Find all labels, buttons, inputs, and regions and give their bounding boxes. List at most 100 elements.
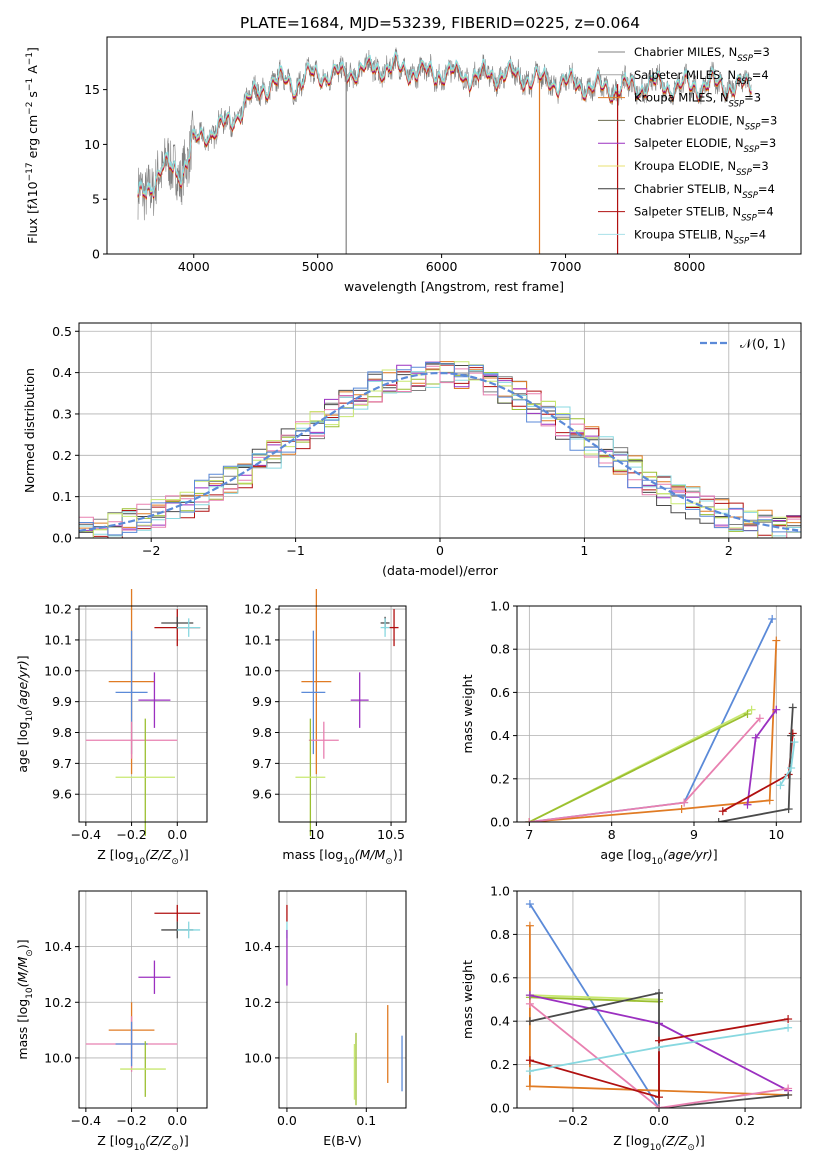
mass_vs_EBV-xtick-label: 0.1 [356,1113,376,1128]
age_vs_Z-ylabel-part: ] [15,655,30,660]
mass_vs_Z-xlabel-part: /Z [158,1133,172,1148]
age_vs_Z-xlabel-part: Z [log [97,847,133,862]
legend-suffix: =3 [744,91,761,105]
legend-suffix: =4 [757,205,774,219]
mass_vs_Z-axes: −0.4 −0.2 0.010.010.210.4Z [log10(Z/Z⊙)]ma… [15,890,208,1153]
legend-sub: SSP [736,77,752,87]
spectrum-ytick-label: 10 [84,137,100,152]
mw_vs_Z-xlabel-part: (Z/Z [661,1133,688,1148]
residuals-ylabel-part: Normed distribution [22,368,37,493]
spectrum-ylabel-part: −1 [25,52,35,65]
spectrum-xtick-label: 8000 [674,259,706,274]
age_vs_mass-xtick-label: 10.5 [377,827,405,842]
residuals-xtick-label: 0 [436,543,444,558]
mw_vs_Z-series [529,996,660,1003]
age_vs_Z-xlabel-part: ⊙ [171,857,179,867]
age_vs_mass-xlabel-part: (M [355,847,371,862]
legend-name: Chabrier MILES, N [634,45,737,59]
legend-suffix: =4 [752,68,769,82]
age_vs_Z-xlabel: Z [log10(Z/Z⊙)] [97,847,188,867]
residuals-xtick-label: −2 [142,543,160,558]
mw_vs_age-xtick-label: 10 [768,827,784,842]
age_vs_mass-ytick-label: 10.2 [244,602,272,617]
age_vs_mass-xlabel: mass [log10(M/M⊙)] [282,847,402,867]
legend-name: Kroupa ELODIE, N [634,159,736,173]
legend-entry: Kroupa ELODIE, NSSP=3 [634,159,769,178]
spectrum-ylabel-part: 10 [25,181,40,197]
spectrum-model-line [137,51,752,196]
mw_vs_Z-xtick-label: 0.0 [649,1113,669,1128]
legend-sub: SSP [742,191,758,201]
spectrum-ylabel-part: ] [25,47,40,52]
mass_vs_Z-points [85,904,201,1097]
legend-sub: SSP [741,214,757,224]
mw_vs_Z-ytick-label: 0.4 [490,1014,510,1029]
mass_vs_Z-xlabel-part: )] [179,1133,189,1148]
mass_vs_EBV-ytick-label: 10.2 [244,995,272,1010]
mass_vs_Z-ylabel: mass [log10(M/M⊙)] [15,939,35,1059]
mw_vs_Z-xlabel-part: )] [695,1133,705,1148]
mw_vs_age-xlabel-part: 10 [652,857,664,867]
mass_vs_Z-ytick-label: 10.0 [44,1050,72,1065]
mw_vs_age-series [529,640,778,822]
age_vs_mass-xtick-label: 10 [308,827,324,842]
age_vs_Z-ylabel: age [log10(age/yr)] [15,655,35,772]
age_vs_mass-xlabel-part: )] [393,847,403,862]
mw_vs_age-ytick-label: 0.8 [490,642,510,657]
mw_vs_Z-xtick-label: 0.2 [735,1113,755,1128]
spectrum-ylabel-part: λ [25,197,40,205]
mw_vs_age-xtick-label: 9 [690,827,698,842]
age_vs_Z-xtick-label: −0.2 [116,827,146,842]
residuals-ytick-label: 0.0 [52,531,72,546]
mw_vs_age-xtick-label: 8 [608,827,616,842]
legend-entry: Salpeter MILES, NSSP=4 [634,68,769,87]
mass_vs_EBV-ytick-label: 10.4 [244,939,272,954]
legend-name: Salpeter MILES, N [634,68,736,82]
spectrum-ylabel-part: erg cm [25,115,40,163]
mw_vs_age-series [528,713,748,822]
mass_vs_EBV-points [286,904,403,1106]
mw_vs_Z-xtick-label: −0.2 [558,1113,588,1128]
mw_vs_Z-axes: −0.2 0.0 0.2 0.0 0.2 0.4 0.6 0.8 1.0 Z [log10(Z/Z… [460,884,802,1153]
spectrum-ytick-label: 0 [92,247,100,262]
residuals-axes: −2 −1 0 1 2 0.0 0.1 0.2 0.3 0.4 0.5 (data-model)/er… [22,322,802,578]
residual-step [79,362,801,536]
spectrum-axes: 4000 5000 6000 7000 8000 0 5 10 15 wavelength [An… [25,36,802,294]
mw_vs_Z-ytick-label: 0.6 [490,970,510,985]
legend-name: Chabrier STELIB, N [634,182,742,196]
mass_vs_Z-frame [78,890,208,1109]
spectrum-ylabel-part: s [25,91,40,102]
legend-name: Chabrier ELODIE, N [634,113,745,127]
age_vs_mass-ytick-label: 9.9 [252,694,272,709]
legend-entry: Chabrier ELODIE, NSSP=3 [634,113,777,132]
legend-suffix: =3 [759,136,776,150]
residuals-ytick-label: 0.4 [52,365,72,380]
legend-sub: SSP [729,100,745,110]
age_vs_Z-ytick-label: 9.6 [52,787,72,802]
age_vs_Z-frame [78,605,208,823]
legend-name: Kroupa STELIB, N [634,227,734,241]
mass_vs_Z-xtick-label: 0.0 [167,1113,187,1128]
residuals-ytick-label: 0.1 [52,489,72,504]
age_vs_mass-frame [278,605,407,823]
mw_vs_age-series [722,733,794,812]
mass_vs_Z-ytick-label: 10.2 [44,995,72,1010]
mw_vs_Z-series [529,903,660,1108]
mass_vs_Z-xlabel-part: ⊙ [171,1143,179,1153]
residuals-ytick-label: 0.3 [52,406,72,421]
spectrum-xtick-label: 7000 [550,259,582,274]
age_vs_mass-xlabel-part: 10 [343,857,355,867]
legend-sub: SSP [744,145,760,155]
spectrum-xtick-label: 4000 [178,259,210,274]
age_vs_Z-ylabel-part: age [log [15,721,30,772]
spectrum-ylabel: Flux [fλ10−17 erg cm−2 s−1 A−1] [25,47,40,244]
age_vs_mass-xlabel-part: /M [369,847,385,862]
mw_vs_age-xlabel-part: (age/yr) [663,847,713,862]
spectrum-ytick-label: 15 [84,82,100,97]
age_vs_Z-axes: −0.4 −0.2 0.0 9.6 9.7 9.8 9.9 10.0 10.1 10.2 Z [lo… [15,589,208,867]
age_vs_mass-ytick-label: 10.0 [244,663,272,678]
legend-sub: SSP [745,122,761,132]
